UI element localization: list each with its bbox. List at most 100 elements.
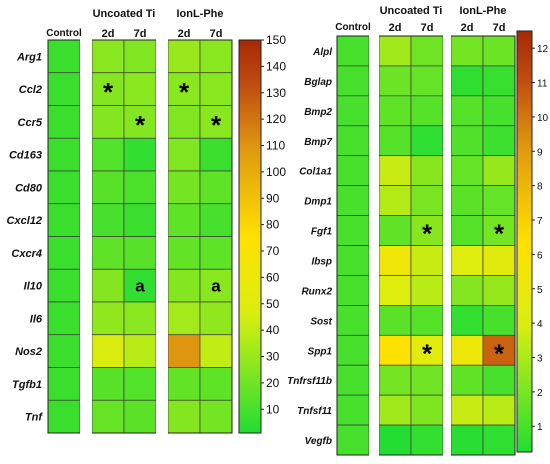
colorbar-tick-label: 40 xyxy=(266,323,280,337)
heatmap-cell xyxy=(123,203,157,237)
column-gap xyxy=(80,39,92,434)
heatmap-cell xyxy=(336,245,370,276)
heatmap-cell xyxy=(91,334,125,368)
column-label: 2d xyxy=(461,22,474,34)
heatmap-cell xyxy=(91,170,125,205)
significance-mark: * xyxy=(135,110,146,140)
row-label: Ccr5 xyxy=(18,117,43,129)
heatmap-cell xyxy=(482,95,516,127)
heatmap-cell xyxy=(123,170,157,205)
colorbar-tick-label: 10 xyxy=(266,402,280,416)
heatmap-cell xyxy=(378,305,412,336)
heatmap-cell xyxy=(378,185,412,216)
heatmap-immune-genes: Arg1 Ccl2 Ccr5 Cd163 Cd80 Cxcl12 Cxcr4 Il10 Il6 N… xyxy=(7,8,286,434)
column-group-label: Uncoated Ti xyxy=(380,5,443,17)
heatmap-cell xyxy=(91,72,125,106)
heatmap-cell xyxy=(167,137,201,172)
row-label: Ccl2 xyxy=(19,84,42,96)
heatmap-cell xyxy=(336,364,370,396)
heatmap-cell xyxy=(167,72,201,106)
heatmap-cell xyxy=(91,137,125,172)
heatmap-cell xyxy=(199,39,233,74)
colorbar-tick-label: 90 xyxy=(266,191,280,205)
heatmap-cell xyxy=(123,399,157,434)
heatmap-cell xyxy=(336,125,370,157)
heatmap-cell xyxy=(450,95,484,127)
heatmap-cell xyxy=(47,334,81,368)
heatmap-cell xyxy=(450,334,484,366)
heatmap-bone-genes: Alpl Bglap Bmp2 Bmp7 Col1a1 Dmp1 Fgf1 Ibsp Runx2… xyxy=(287,5,549,456)
heatmap-cell xyxy=(199,334,233,368)
heatmap-cell xyxy=(47,268,81,303)
heatmap-cell xyxy=(378,35,412,67)
heatmap-cell xyxy=(410,35,444,67)
heatmap-cell xyxy=(410,245,444,276)
heatmap-frame xyxy=(47,39,233,434)
heatmap-cell xyxy=(91,105,125,139)
heatmap-cell xyxy=(450,305,484,336)
column-group-label: IonL-Phe xyxy=(176,8,223,20)
heatmap-cell xyxy=(410,155,444,186)
heatmap-cell xyxy=(123,301,157,336)
heatmap-cell xyxy=(123,334,157,368)
column-label: 2d xyxy=(178,28,191,40)
heatmap-cell xyxy=(482,155,516,186)
heatmap-cell xyxy=(336,305,370,336)
heatmap-cell xyxy=(410,215,444,246)
row-label: Runx2 xyxy=(301,286,332,297)
heatmap-cell xyxy=(482,305,516,336)
heatmap-cell xyxy=(91,367,125,401)
heatmap-cell xyxy=(482,65,516,97)
colorbar-tick-label: 110 xyxy=(266,139,285,153)
significance-mark: * xyxy=(494,338,505,368)
row-label: Tnfsf11 xyxy=(297,406,332,417)
heatmap-cell xyxy=(47,39,81,74)
heatmap-cell xyxy=(450,155,484,186)
row-label: Bmp7 xyxy=(304,137,332,148)
heatmap-cell xyxy=(482,35,516,67)
heatmap-cell xyxy=(410,364,444,396)
heatmap-cell xyxy=(199,268,233,303)
heatmap-cell xyxy=(123,39,157,74)
row-label: Cd163 xyxy=(9,150,42,162)
column-group-label: IonL-Phe xyxy=(459,5,506,17)
row-label: Cxcl12 xyxy=(7,215,42,227)
column-gap xyxy=(156,39,168,434)
row-label: Sost xyxy=(310,316,332,327)
colorbar-tick-label: 20 xyxy=(266,376,280,390)
heatmap-cell xyxy=(336,155,370,186)
heatmap-cell xyxy=(450,275,484,306)
row-label: Spp1 xyxy=(308,346,333,357)
heatmap-cell xyxy=(482,394,516,426)
colorbar-tick-label: 120 xyxy=(266,112,286,126)
colorbar-tick-label: 3 xyxy=(537,353,543,364)
heatmap-cell xyxy=(167,367,201,401)
column-group-label: Uncoated Ti xyxy=(93,8,156,20)
heatmap-cell xyxy=(450,245,484,276)
heatmap-cell xyxy=(450,65,484,97)
heatmap-cell xyxy=(378,155,412,186)
heatmap-cell xyxy=(410,334,444,366)
significance-mark: * xyxy=(422,219,433,249)
heatmap-cell xyxy=(47,203,81,237)
row-label: Fgf1 xyxy=(311,227,333,238)
heatmap-cell xyxy=(91,39,125,74)
heatmap-cell xyxy=(91,301,125,336)
heatmap-cell xyxy=(91,268,125,303)
heatmap-cell xyxy=(336,35,370,67)
column-label: 7d xyxy=(210,28,223,40)
heatmap-cell xyxy=(167,203,201,237)
heatmap-cell xyxy=(91,203,125,237)
heatmap-cell xyxy=(47,236,81,270)
heatmap-cell xyxy=(482,185,516,216)
heatmap-cell xyxy=(47,301,81,336)
significance-mark: a xyxy=(135,277,145,296)
heatmap-cell xyxy=(410,394,444,426)
row-label: Vegfb xyxy=(305,436,332,447)
colorbar-tick-label: 4 xyxy=(537,319,543,330)
heatmap-cell xyxy=(450,394,484,426)
heatmap-cell xyxy=(378,364,412,396)
heatmap-cell xyxy=(199,399,233,434)
colorbar-tick-label: 11 xyxy=(537,79,548,90)
